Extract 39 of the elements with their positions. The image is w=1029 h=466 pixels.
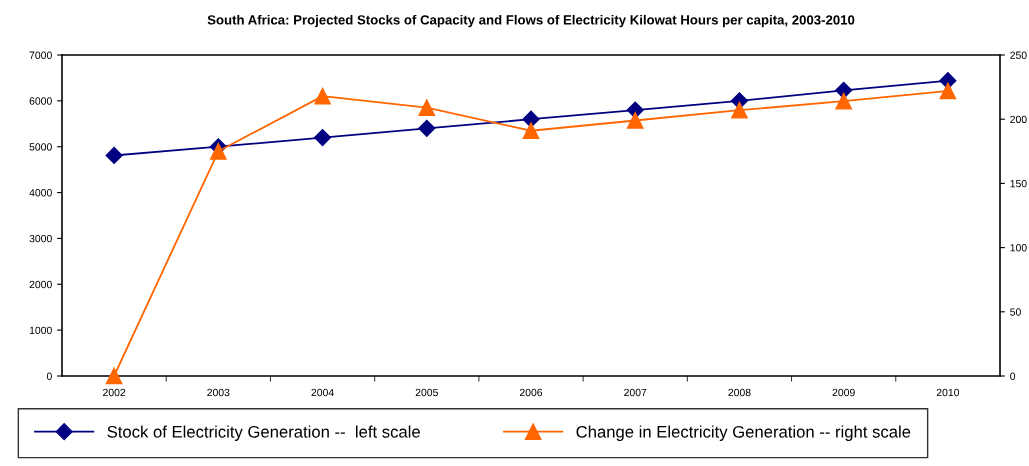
x-tick-label: 2009 xyxy=(832,388,855,397)
legend-label: Change in Electricity Generation -- right scale xyxy=(576,425,911,441)
point xyxy=(522,122,540,140)
y-tick-label: 5000 xyxy=(29,143,52,151)
x-tick-label: 2007 xyxy=(624,388,647,397)
point xyxy=(418,119,436,137)
x-tick-label: 2008 xyxy=(728,388,751,397)
y-tick-label: 2000 xyxy=(29,280,52,289)
point xyxy=(209,142,227,160)
x-tick-label: 2006 xyxy=(519,388,543,397)
x-tick-label: 2002 xyxy=(103,388,126,397)
point xyxy=(314,87,331,105)
y2-tick-label: 100 xyxy=(1010,244,1027,252)
x-tick-label: 2004 xyxy=(311,388,334,397)
x-tick-label: 2005 xyxy=(415,388,438,397)
chart-title: South Africa: Projected Stocks of Capacity and Flows of Electricity Kilowat Hours per capita, 2003-2010 xyxy=(207,14,855,28)
y-tick-label: 0 xyxy=(46,372,52,380)
point xyxy=(418,99,436,116)
x-tick-label: 2003 xyxy=(207,388,230,397)
y-tick-label: 6000 xyxy=(29,97,52,105)
legend-label: Stock of Electricity Generation -- left scale xyxy=(107,425,420,441)
y2-tick-label: 0 xyxy=(1010,372,1016,380)
point xyxy=(939,82,957,100)
point xyxy=(105,367,123,385)
y2-tick-label: 200 xyxy=(1010,115,1027,124)
point xyxy=(522,110,540,128)
point xyxy=(626,112,644,129)
y2-tick-label: 150 xyxy=(1010,179,1027,188)
y-tick-label: 7000 xyxy=(29,51,52,59)
point xyxy=(835,92,853,110)
x-tick-label: 2010 xyxy=(936,388,960,397)
y2-tick-label: 250 xyxy=(1010,51,1027,59)
y-tick-label: 4000 xyxy=(29,189,52,197)
y2-tick-label: 50 xyxy=(1010,308,1021,316)
point xyxy=(731,101,748,119)
point xyxy=(314,128,332,147)
y-tick-label: 3000 xyxy=(29,234,52,243)
y-tick-label: 1000 xyxy=(29,326,52,335)
point xyxy=(105,146,123,164)
